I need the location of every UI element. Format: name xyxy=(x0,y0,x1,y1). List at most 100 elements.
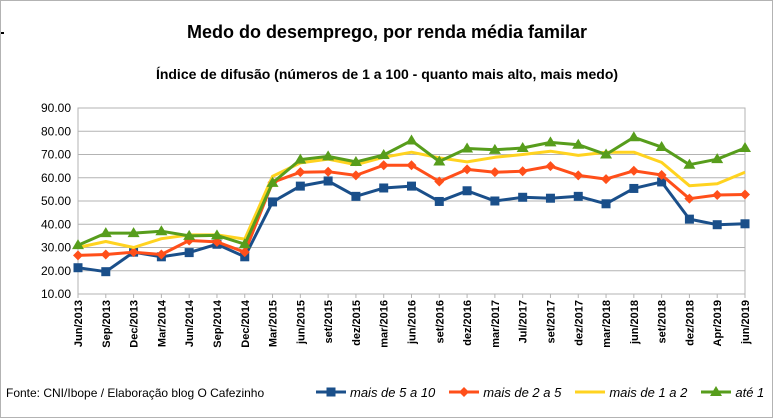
x-tick-label: set/2015 xyxy=(323,300,335,343)
data-point xyxy=(266,176,279,187)
series-3 xyxy=(72,131,751,250)
data-point xyxy=(128,247,139,258)
legend-label: até 1 xyxy=(735,384,765,400)
legend-label: mais de 1 a 2 xyxy=(609,384,688,400)
data-point xyxy=(518,192,528,202)
x-tick-label: mar/2016 xyxy=(379,300,391,348)
data-point xyxy=(351,191,361,201)
legend-swatch xyxy=(575,390,606,394)
data-point xyxy=(573,191,583,201)
chart-subtitle: Índice de difusão (números de 1 a 100 - … xyxy=(155,66,619,82)
series-0 xyxy=(73,176,750,277)
x-tick-label: dez/2016 xyxy=(462,300,474,346)
data-point xyxy=(406,160,417,171)
x-tick-label: Jul/2017 xyxy=(518,300,530,343)
source-note: Fonte: CNI/Ibope / Elaboração blog O Caf… xyxy=(6,386,265,400)
data-point xyxy=(99,227,112,238)
legend-marker xyxy=(710,386,723,396)
data-point xyxy=(101,267,111,277)
data-point xyxy=(379,183,389,193)
x-tick-label: Mar/2014 xyxy=(156,299,168,347)
data-point xyxy=(517,166,528,177)
data-point xyxy=(72,239,84,250)
x-tick-label: Dec/2013 xyxy=(129,300,141,348)
data-point xyxy=(73,250,83,261)
data-point xyxy=(268,197,278,207)
data-point xyxy=(683,158,696,169)
x-tick-label: jun/2016 xyxy=(407,300,419,345)
y-tick-label: 80.00 xyxy=(41,124,71,138)
x-tick-label: mar/2017 xyxy=(490,300,502,348)
y-tick-label: 50.00 xyxy=(41,194,71,208)
data-point xyxy=(656,169,667,180)
x-tick-label: set/2016 xyxy=(434,300,446,343)
data-point xyxy=(323,166,334,177)
chart-legend: mais de 5 a 10 mais de 2 a 5 mais de 1 a 2… xyxy=(316,383,764,401)
data-point xyxy=(405,134,418,145)
data-point xyxy=(322,150,335,161)
data-point xyxy=(488,143,501,154)
data-point xyxy=(740,189,750,200)
legend-label: mais de 2 a 5 xyxy=(483,384,562,400)
data-point xyxy=(711,153,724,164)
data-point xyxy=(210,229,223,240)
data-point xyxy=(628,165,639,176)
y-tick-label: 90.00 xyxy=(41,101,71,115)
legend-item: mais de 1 a 2 xyxy=(575,385,687,400)
legend-item: até 1 xyxy=(701,385,764,400)
data-point xyxy=(184,248,194,258)
y-tick-label: 60.00 xyxy=(41,171,71,185)
data-point xyxy=(377,148,390,159)
legend-label: mais de 5 a 10 xyxy=(350,384,436,400)
x-tick-label: jun/2015 xyxy=(295,300,307,345)
data-point xyxy=(545,193,555,203)
series-line xyxy=(77,163,746,257)
data-point xyxy=(349,155,362,166)
data-point xyxy=(684,193,695,204)
x-tick-label: Dec/2014 xyxy=(240,299,252,348)
data-point xyxy=(238,238,251,249)
data-point xyxy=(573,170,584,181)
data-point xyxy=(601,199,611,209)
x-tick-label: Jun/2014 xyxy=(184,299,196,347)
x-tick-label: Mar/2015 xyxy=(268,300,280,347)
y-tick-label: 30.00 xyxy=(41,241,71,255)
data-point xyxy=(516,141,529,152)
data-point xyxy=(407,181,416,191)
data-point xyxy=(545,161,556,172)
data-point xyxy=(655,141,668,152)
data-point xyxy=(323,176,333,186)
data-point xyxy=(239,247,250,258)
x-tick-label: Sep/2013 xyxy=(101,300,113,348)
data-point xyxy=(712,189,723,200)
x-tick-label: Sep/2014 xyxy=(212,299,224,348)
data-point xyxy=(155,225,168,236)
x-tick-label: set/2017 xyxy=(545,300,557,343)
x-tick-label: mar/2018 xyxy=(601,300,613,348)
x-tick-label: Apr/2019 xyxy=(712,300,724,346)
x-tick-label: Jun/2013 xyxy=(73,300,85,347)
data-point xyxy=(433,155,446,166)
legend-item: mais de 5 a 10 xyxy=(316,385,435,400)
x-tick-label: set/2018 xyxy=(657,300,669,343)
data-point xyxy=(490,196,500,206)
series-1 xyxy=(73,160,750,261)
legend-swatch xyxy=(316,387,346,397)
y-tick-label: 70.00 xyxy=(41,148,71,162)
y-tick-label: 10.00 xyxy=(41,287,71,301)
data-point xyxy=(211,236,222,247)
data-point xyxy=(183,229,196,240)
data-point xyxy=(544,136,557,147)
data-point xyxy=(294,153,307,164)
data-point xyxy=(657,177,667,187)
data-point xyxy=(73,263,83,273)
data-point xyxy=(156,249,167,260)
data-point xyxy=(740,219,750,229)
x-tick-label: dez/2017 xyxy=(573,300,585,346)
legend-swatch xyxy=(701,386,732,396)
data-point xyxy=(601,174,612,185)
data-point xyxy=(462,186,472,196)
data-point xyxy=(350,170,361,181)
